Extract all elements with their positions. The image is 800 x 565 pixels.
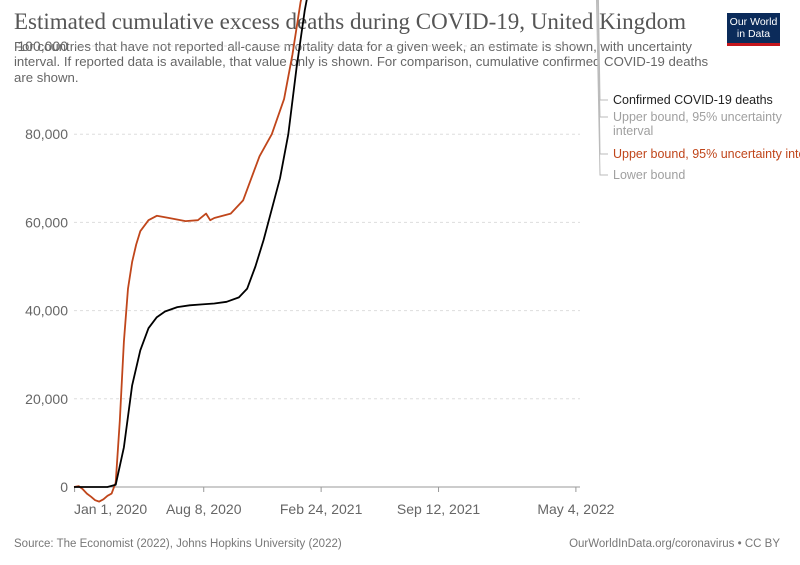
y-tick-label: 40,000 [25,303,68,319]
series-line[interactable] [73,0,580,503]
x-tick-label: Sep 12, 2021 [397,501,481,517]
y-tick-label: 20,000 [25,391,68,407]
legend-label: Upper bound, 95% uncertainty interval [613,147,800,161]
series-line[interactable] [74,0,580,488]
legend-connector [597,0,608,155]
x-tick-label: Aug 8, 2020 [166,501,242,517]
source-note[interactable]: Source: The Economist (2022), Johns Hopk… [14,538,342,550]
y-tick-label: 80,000 [25,126,68,142]
chart-title: Estimated cumulative excess deaths durin… [14,9,686,34]
y-tick-label: 100,000 [17,38,68,54]
legend-connector [597,0,608,118]
gridlines [74,45,580,400]
license-note[interactable]: OurWorldInData.org/coronavirus • CC BY [569,538,780,550]
legend-label: Lower bound [613,168,685,182]
x-tick-label: Feb 24, 2021 [280,501,363,517]
y-axis: 020,00040,00060,00080,000100,000120,0001… [17,38,68,495]
owid-logo[interactable]: Our World in Data [727,13,780,46]
series-lines [73,0,580,503]
legend-connector [596,0,608,176]
logo-line-1: Our World [729,16,778,28]
y-tick-label: 0 [60,479,68,495]
x-tick-label: Jan 1, 2020 [74,501,147,517]
legend-connector [597,0,608,101]
x-axis: Jan 1, 2020 Aug 8, 2020 Feb 24, 2021 Sep 12… [74,486,615,517]
x-tick-label: May 4, 2022 [537,501,614,517]
legend-label: Upper bound, 95% uncertainty interval [613,110,783,138]
legend-label: Confirmed COVID-19 deaths [613,93,773,107]
y-tick-label: 60,000 [25,214,68,230]
logo-line-2: in Data [736,28,771,40]
chart-subtitle: For countries that have not reported all… [14,39,709,85]
legend: Confirmed COVID-19 deaths Upper bound, 95… [596,0,800,182]
